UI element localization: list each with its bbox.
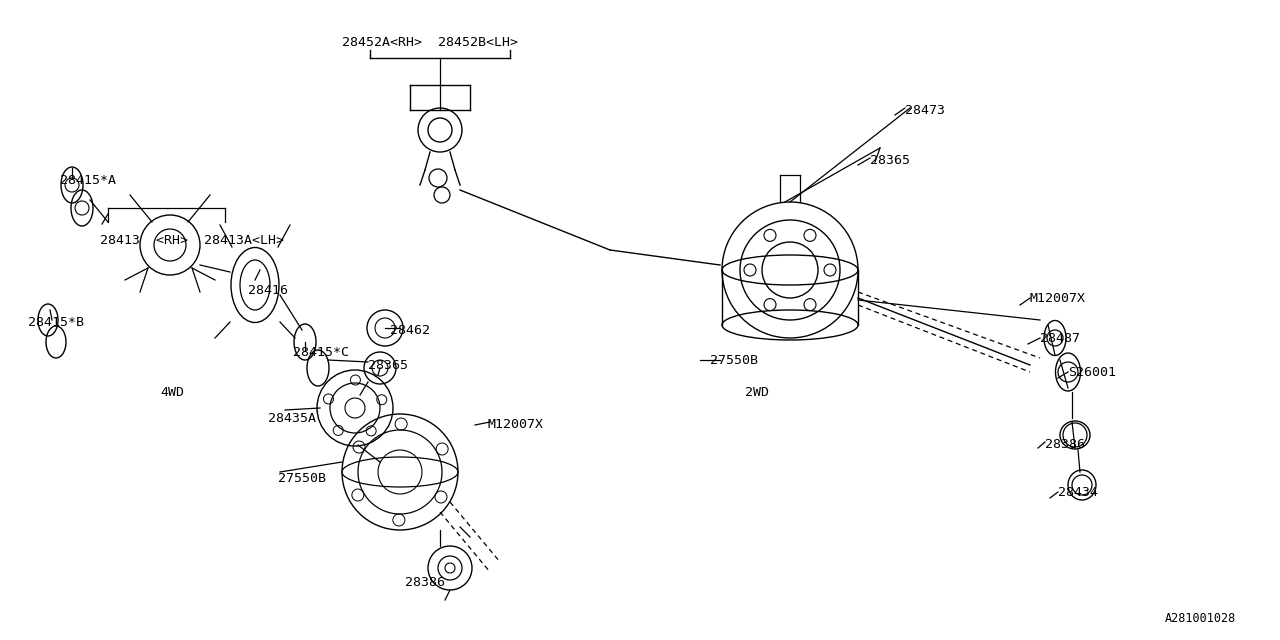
Text: A281001028: A281001028 xyxy=(1165,611,1236,625)
Text: 28435A: 28435A xyxy=(268,412,316,424)
Text: 28413  <RH>  28413A<LH>: 28413 <RH> 28413A<LH> xyxy=(100,234,284,246)
Text: 28365: 28365 xyxy=(369,358,408,371)
Text: 28415*A: 28415*A xyxy=(60,173,116,186)
Text: 2WD: 2WD xyxy=(745,385,769,399)
Text: 27550B: 27550B xyxy=(278,472,326,484)
Text: M12007X: M12007X xyxy=(1030,291,1085,305)
Text: 28386: 28386 xyxy=(404,575,445,589)
Text: 28452A<RH>  28452B<LH>: 28452A<RH> 28452B<LH> xyxy=(342,35,518,49)
Text: 28434: 28434 xyxy=(1059,486,1098,499)
Text: 28473: 28473 xyxy=(905,104,945,116)
Text: 28415*C: 28415*C xyxy=(293,346,349,358)
Text: 4WD: 4WD xyxy=(160,385,184,399)
Text: 28416: 28416 xyxy=(248,284,288,296)
Text: S26001: S26001 xyxy=(1068,365,1116,378)
Text: 28365: 28365 xyxy=(870,154,910,166)
Text: 28462: 28462 xyxy=(390,323,430,337)
Text: 28386: 28386 xyxy=(1044,438,1085,451)
Text: M12007X: M12007X xyxy=(488,419,544,431)
Text: 28415*B: 28415*B xyxy=(28,316,84,328)
Text: 27550B: 27550B xyxy=(710,353,758,367)
Text: 28487: 28487 xyxy=(1039,332,1080,344)
